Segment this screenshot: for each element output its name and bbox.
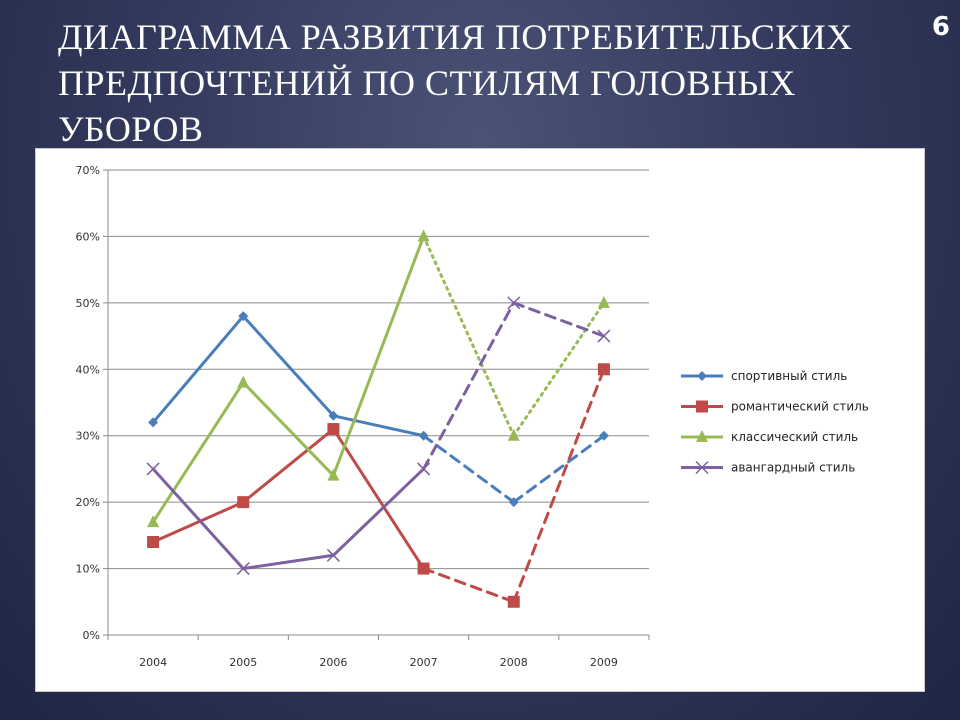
- series-line-segment: [151, 314, 245, 424]
- series-line-segment: [241, 427, 335, 504]
- x-tick-label: 2007: [410, 656, 438, 669]
- data-point: [598, 430, 609, 441]
- legend-label: классический стиль: [731, 430, 858, 444]
- series-2: [147, 363, 610, 608]
- data-point: [417, 462, 431, 476]
- data-point: [238, 311, 249, 322]
- x-tick-label: 2008: [500, 656, 528, 669]
- series-line-segment: [331, 467, 426, 557]
- y-tick-label: 40%: [76, 363, 100, 376]
- data-point: [417, 562, 430, 575]
- series-line-segment: [512, 434, 606, 504]
- series-line-segment: [241, 381, 335, 478]
- series-line-segment: [422, 434, 516, 504]
- y-tick-label: 10%: [76, 563, 100, 576]
- y-tick-label: 60%: [76, 230, 100, 243]
- data-point: [507, 296, 521, 310]
- series-line-segment: [422, 567, 516, 604]
- data-point: [597, 295, 610, 308]
- data-point: [597, 363, 610, 376]
- data-point: [148, 417, 159, 428]
- data-point: [508, 497, 519, 508]
- legend-label: спортивный стиль: [731, 369, 847, 383]
- series-4: [146, 296, 611, 576]
- series-line-segment: [151, 381, 245, 524]
- y-tick-label: 50%: [76, 297, 100, 310]
- data-point: [327, 468, 340, 481]
- data-point: [326, 548, 340, 562]
- series-line-segment: [512, 367, 606, 604]
- data-point: [327, 423, 340, 436]
- series-line-segment: [422, 301, 516, 471]
- legend-item: спортивный стиль: [681, 369, 847, 383]
- data-point: [147, 515, 160, 528]
- data-point: [237, 375, 250, 388]
- legend-marker: [696, 400, 708, 413]
- series-line-segment: [512, 301, 606, 438]
- data-point: [147, 536, 160, 548]
- data-point: [236, 562, 250, 576]
- y-tick-label: 20%: [76, 496, 100, 509]
- data-point: [507, 595, 520, 608]
- data-point: [328, 410, 339, 421]
- series-line-segment: [241, 553, 335, 571]
- data-point: [507, 428, 520, 441]
- series-3: [147, 229, 610, 528]
- x-tick-label: 2006: [319, 656, 347, 669]
- series-line-segment: [331, 427, 426, 571]
- legend-label: авангардный стиль: [731, 461, 855, 475]
- line-chart: 0% 10% 20% 30% 40% 50% 60% 70% 2004 2005 2006 2007 2…: [76, 164, 869, 669]
- y-tick-label: 30%: [76, 430, 100, 443]
- x-tick-label: 2005: [229, 656, 257, 669]
- data-point: [597, 329, 611, 343]
- series-line-segment: [512, 301, 606, 338]
- y-tick-label: 70%: [76, 164, 100, 177]
- x-tick-label: 2009: [590, 656, 618, 669]
- slide-number: 6: [931, 12, 950, 42]
- data-point: [417, 229, 430, 242]
- legend-marker: [695, 460, 709, 475]
- legend-item: романтический стиль: [681, 400, 869, 414]
- series-line-segment: [422, 234, 516, 438]
- legend-marker: [697, 371, 707, 381]
- chart-frame: 0% 10% 20% 30% 40% 50% 60% 70% 2004 2005 2006 2007 2…: [35, 148, 925, 692]
- slide-title: ДИАГРАММА РАЗВИТИЯ ПОТРЕБИТЕЛЬСКИХ ПРЕДП…: [58, 17, 853, 149]
- x-tick-label: 2004: [139, 656, 167, 669]
- legend-marker: [696, 430, 708, 442]
- series-line-segment: [151, 500, 245, 544]
- series-line-segment: [241, 314, 335, 418]
- data-point: [237, 496, 250, 509]
- legend-label: романтический стиль: [731, 400, 869, 414]
- series-line-segment: [331, 414, 426, 438]
- series-1: [148, 311, 609, 508]
- legend-item: авангардный стиль: [681, 461, 855, 475]
- series-line-segment: [151, 467, 245, 571]
- data-point: [418, 430, 429, 441]
- legend-item: классический стиль: [681, 430, 858, 444]
- y-tick-label: 0%: [83, 629, 100, 642]
- data-point: [146, 462, 160, 476]
- series-line-segment: [331, 234, 426, 478]
